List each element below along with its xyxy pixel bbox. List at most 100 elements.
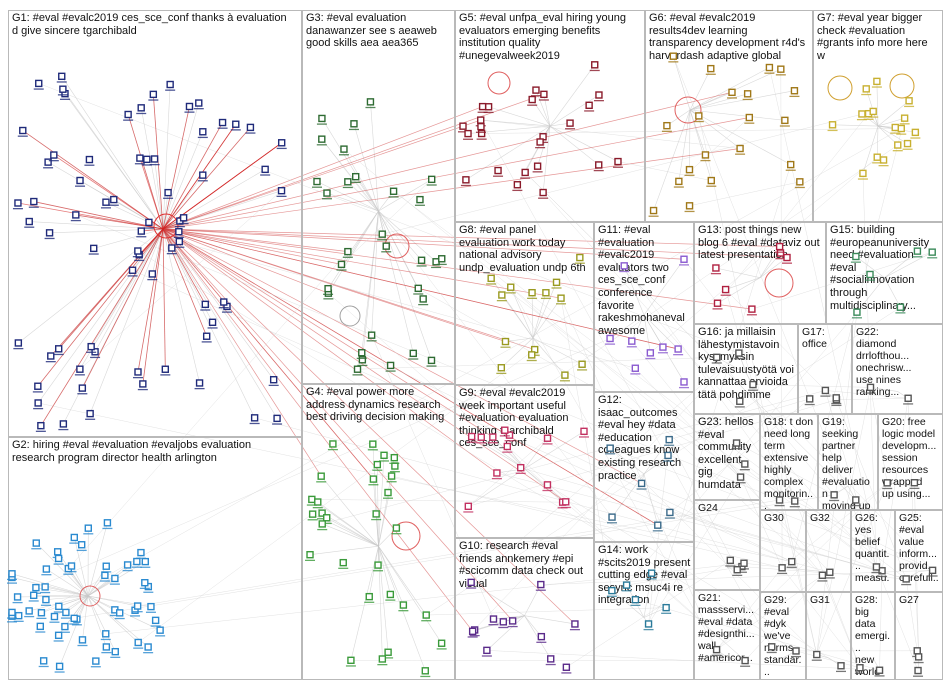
node-avatar (102, 519, 113, 530)
node-avatar (43, 158, 54, 169)
edge (162, 106, 483, 230)
edge (309, 545, 379, 556)
node-avatar (789, 497, 800, 508)
node-avatar (589, 61, 600, 72)
edge (884, 251, 933, 278)
node-avatar (817, 571, 828, 582)
node-avatar (804, 395, 815, 406)
node-avatar (890, 123, 901, 134)
group-label: G28: big data emergi... new world curren… (855, 594, 891, 679)
edge (162, 228, 642, 484)
node-avatar (626, 337, 637, 348)
node-avatar (356, 349, 367, 360)
edge (132, 270, 792, 562)
edge (862, 125, 879, 174)
edge (59, 595, 89, 667)
edge (653, 109, 691, 211)
edge (50, 228, 164, 357)
node-avatar (316, 472, 327, 483)
node-avatar (612, 157, 623, 168)
edge (816, 312, 858, 655)
edge (626, 566, 742, 586)
node-avatar (53, 631, 64, 642)
edge (162, 228, 200, 384)
node-avatar (630, 595, 641, 606)
edge (532, 337, 583, 365)
node-avatar (556, 294, 567, 305)
node-avatar (137, 380, 148, 391)
edge (162, 228, 348, 252)
node-avatar (496, 364, 507, 375)
node-avatar (466, 578, 477, 589)
edge (650, 157, 878, 354)
node-avatar (904, 97, 915, 108)
edge (162, 119, 481, 230)
edge (36, 542, 89, 597)
node-avatar (486, 274, 497, 285)
edge (698, 115, 818, 655)
group-label: G10: research #eval friends annkemery #e… (459, 540, 584, 590)
node-avatar (70, 211, 81, 222)
group-box-g6: G6: #eval #evalc2019 results4dev learnin… (645, 10, 813, 222)
node-avatar (33, 79, 44, 90)
node-avatar (903, 394, 914, 405)
group-box-g7: G7: #eval year bigger check #evaluation … (813, 10, 943, 222)
node-avatar (827, 121, 838, 132)
node-avatar (652, 521, 663, 532)
node-avatar (230, 120, 241, 131)
group-box-g31: G31 (806, 592, 851, 680)
edge (316, 181, 379, 212)
node-avatar (735, 473, 746, 484)
edge (162, 228, 752, 310)
node-avatar (593, 91, 604, 102)
group-box-g1: G1: #eval #evalc2019 ces_sce_conf thanks… (8, 10, 302, 437)
edge (426, 607, 667, 616)
node-avatar (83, 524, 94, 535)
node-avatar (336, 260, 347, 271)
group-label: G18: t don need long term extensive high… (764, 416, 814, 510)
edge (870, 387, 898, 392)
node-avatar (321, 514, 332, 525)
node-avatar (197, 128, 208, 139)
edge (716, 575, 823, 650)
node-avatar (505, 283, 516, 294)
edge (73, 595, 89, 619)
node-avatar (498, 618, 509, 629)
node-avatar (711, 353, 722, 364)
node-avatar (77, 384, 88, 395)
edge (162, 228, 780, 247)
node-avatar (385, 361, 396, 372)
node-avatar (512, 181, 523, 192)
node-avatar (316, 114, 327, 125)
edge (45, 586, 89, 597)
edge (162, 117, 750, 230)
edge (254, 417, 830, 573)
node-avatar (899, 114, 910, 125)
node-avatar (99, 571, 110, 582)
edge (725, 289, 754, 385)
node-avatar (416, 256, 427, 267)
node-avatar (560, 498, 571, 509)
edge (368, 546, 379, 597)
self-loop (391, 521, 421, 551)
node-avatar (467, 627, 478, 638)
edge (744, 463, 883, 571)
node-avatar (391, 524, 402, 535)
node-avatar (865, 383, 876, 394)
node-avatar (207, 318, 218, 329)
node-avatar (664, 508, 675, 519)
node-avatar (785, 160, 796, 171)
node-avatar (260, 165, 271, 176)
edge (480, 119, 551, 127)
node-avatar (317, 509, 328, 520)
edge (320, 475, 379, 547)
node-avatar (155, 626, 166, 637)
node-avatar (35, 622, 46, 633)
edge (17, 595, 89, 598)
node-avatar (607, 513, 618, 524)
node-avatar (532, 162, 543, 173)
group-label: G6: #eval #evalc2019 results4dev learnin… (649, 12, 806, 62)
node-avatar (165, 80, 176, 91)
edge (471, 144, 898, 437)
